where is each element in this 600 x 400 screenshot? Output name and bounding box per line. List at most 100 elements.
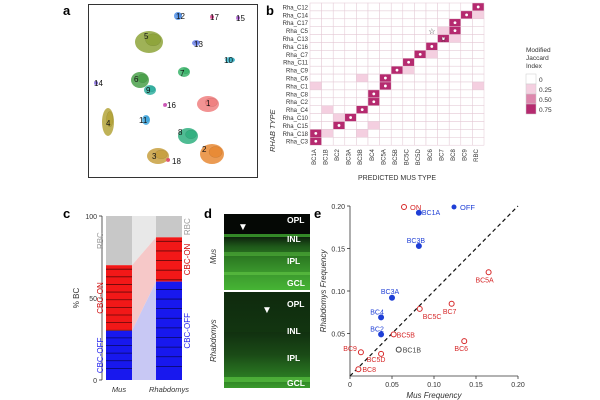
segment-cbc-on [156,237,182,282]
legend-tick: 0.25 [539,87,552,94]
umap-cluster-4: 4 [102,108,114,136]
heatmap-cell [414,137,427,146]
segment-rbc [156,216,182,238]
heatmap-cell [472,89,485,99]
umap-cluster-7: 7 [178,67,190,78]
x-tick-label: 0 [348,382,352,389]
heatmap-cell [367,129,380,138]
heatmap-cell [460,97,473,106]
heatmap-cell [344,129,357,138]
label-rbc: RBC [183,218,192,235]
umap-cluster-label: 18 [172,157,181,166]
match-dot [453,29,457,33]
umap-cluster-12: 12 [174,12,185,21]
heatmap-row-label: Rha_C1 [286,84,309,90]
heatmap-cell [332,34,346,43]
heatmap-row-label: Rha_C5 [286,29,309,35]
match-dot [442,37,445,40]
heatmap-cell [309,105,322,114]
heatmap-cell [448,97,462,106]
umap-cluster-6: 6 [131,72,149,88]
scatter-point-bc6: BC6 [454,338,468,353]
heatmap-cell [332,97,346,106]
heatmap-cell [379,97,392,106]
heatmap-cell [402,65,415,75]
heatmap-cell [402,81,415,91]
scatter-point-bc3b: BC3B [407,238,426,249]
species-label-bottom-wrap: Rhabdomys [208,292,220,388]
match-dot [372,100,376,104]
rhab-layer-inl: INL [287,326,301,336]
heatmap-cell [472,121,485,130]
heatmap-cell [402,73,415,83]
heatmap-cell [321,50,334,59]
heatmap-cell [309,121,322,130]
heatmap-cell [332,50,346,59]
legend-marker-on [401,204,407,210]
y-tick-label: 0.10 [331,289,345,296]
point-label: BC4 [370,309,384,316]
heatmap-cell [437,81,450,91]
heatmap-cell [367,18,380,27]
heatmap-cell [356,121,369,130]
heatmap-cell [390,18,404,27]
heatmap-cell [437,10,450,20]
heatmap-cell [344,2,357,12]
heatmap-cell [367,121,380,130]
heatmap-cell [390,42,404,51]
y-tick-label: 100 [85,214,97,221]
heatmap-cell [344,81,357,91]
heatmap-cell [379,89,392,99]
umap-cluster-18: 18 [166,157,181,166]
heatmap-cell [414,34,427,43]
heatmap-cell [344,137,357,146]
heatmap-cell [472,137,485,146]
heatmap-cell [367,10,380,20]
match-dot [314,139,318,143]
point-label: BC3B [407,238,426,245]
arrowhead-icon: ▼ [238,222,248,233]
legend-title: Index [526,63,543,70]
heatmap-cell [414,10,427,20]
scatter-point-bc9: BC9 [343,346,364,356]
heatmap-cell [460,73,473,83]
heatmap-cell [321,26,334,35]
umap-cluster-label: 8 [178,128,183,137]
segment-cbc-on [106,265,132,331]
star-icon: ☆ [440,35,447,44]
heatmap-cell [379,34,392,43]
segment-cbc-off [156,281,182,380]
mus-layer-inl: INL [287,234,301,244]
heatmap-cell [309,89,322,99]
heatmap-cell [390,34,404,43]
point-label: BC8 [362,367,376,374]
heatmap-cell [425,58,438,67]
heatmap-cell [414,18,427,27]
heatmap-cell [390,113,404,122]
heatmap-cell [460,113,473,122]
identity-line [349,205,519,377]
heatmap-cell [332,10,346,20]
heatmap-cell [356,113,369,122]
heatmap-cell [437,65,450,75]
heatmap-cell [379,105,392,114]
heatmap-cell [460,42,473,51]
scatter-point-bc1b: BC1B [395,346,421,355]
scatter-point-bc4: BC4 [370,309,385,321]
heatmap-cell [460,65,473,75]
match-dot [395,68,399,72]
scatter-point-bc5d: BC5D [367,350,385,364]
panel-label-d: d [204,206,212,221]
umap-cluster-label: 3 [152,152,157,161]
heatmap-cell [460,34,473,43]
scatter-point-bc1a: BC1A [415,209,440,217]
heatmap-cell [414,89,427,99]
heatmap-cell [390,129,404,138]
heatmap-cell [309,50,322,59]
heatmap-cell [472,97,485,106]
heatmap-row-label: Rha_C6 [286,77,309,83]
heatmap-cell [437,97,450,106]
heatmap-cell [402,2,415,12]
heatmap-cell [460,105,473,114]
heatmap-col-label: BC3A [347,149,353,165]
